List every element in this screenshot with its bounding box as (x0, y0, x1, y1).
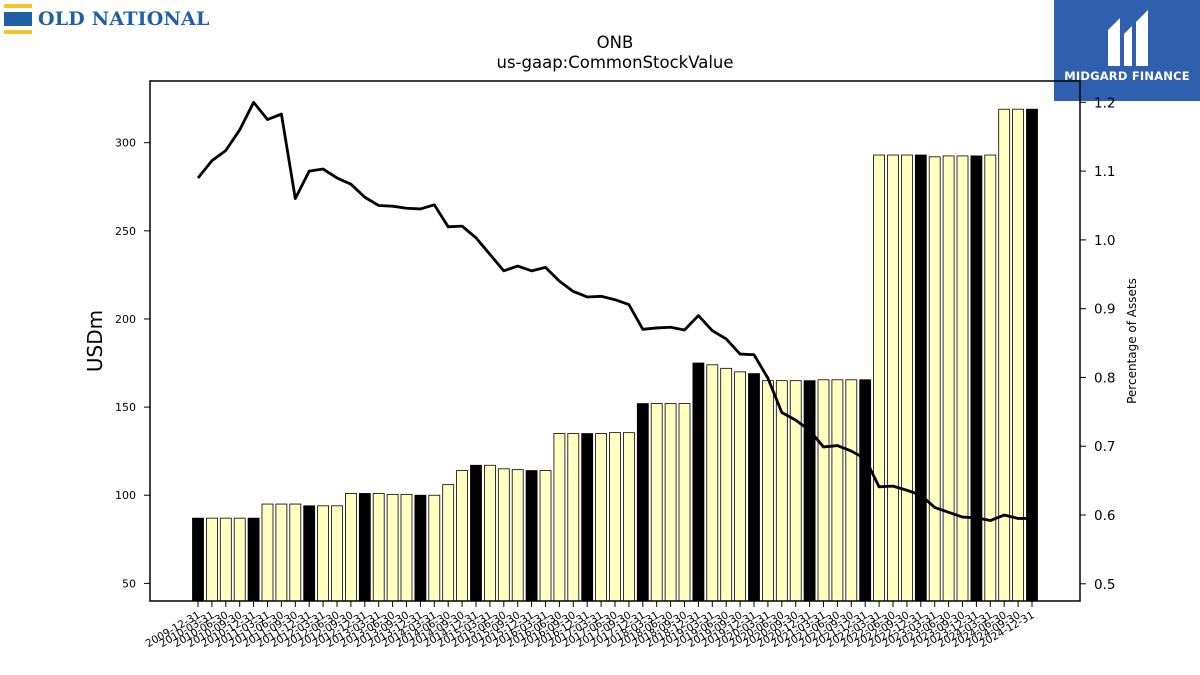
bar (317, 505, 330, 602)
bar (219, 517, 232, 602)
right-tick-label: 0.9 (1094, 302, 1115, 318)
bar (887, 154, 899, 602)
old-national-logo-text: OLD NATIONAL (38, 8, 210, 30)
bar (706, 364, 719, 602)
bar (803, 380, 816, 602)
left-tick-label: 200 (115, 313, 136, 326)
bar (859, 379, 872, 602)
bar (678, 403, 691, 602)
left-tick-label: 100 (115, 489, 136, 502)
bar (692, 362, 705, 602)
bar (205, 517, 218, 602)
bar (331, 505, 343, 602)
right-tick-label: 1.1 (1094, 164, 1115, 180)
bar (358, 493, 371, 602)
bar (289, 503, 302, 602)
bar (595, 433, 607, 602)
bar (873, 154, 885, 602)
bar (414, 494, 427, 602)
right-tick-label: 0.5 (1094, 577, 1115, 593)
bar (525, 470, 538, 602)
right-axis-label: Percentage of Assets (1125, 278, 1139, 404)
bar (428, 494, 441, 602)
right-tick-label: 1.0 (1094, 233, 1115, 249)
percentage-of-assets-line (196, 100, 1032, 522)
bar (762, 380, 774, 602)
bar (497, 468, 510, 602)
bar (817, 379, 830, 602)
bar (511, 469, 524, 602)
bar (567, 433, 580, 602)
bar (901, 154, 913, 602)
left-tick-label: 250 (115, 225, 136, 238)
bar (623, 432, 635, 602)
bar (928, 156, 941, 602)
bar (636, 403, 649, 602)
bar (845, 379, 858, 602)
bar (581, 433, 594, 602)
bar (998, 108, 1011, 602)
bar (748, 373, 760, 602)
bar (720, 367, 733, 602)
bar (984, 154, 997, 602)
midgard-finance-logo: MIDGARD FINANCE (1054, 0, 1200, 101)
bar (456, 470, 469, 602)
bar (609, 432, 621, 602)
left-tick-label: 150 (115, 401, 136, 414)
bar (734, 371, 746, 602)
x-axis-ticks: 2009-12-312010-03-312010-06-302010-09-30… (144, 601, 1037, 650)
bar (1026, 108, 1038, 602)
bar (553, 433, 566, 602)
right-tick-label: 0.6 (1094, 508, 1115, 524)
bar (261, 503, 274, 602)
left-axis-ticks: 50 100 150 200 250 300 (115, 137, 150, 590)
old-national-logo: OLD NATIONAL (4, 4, 210, 34)
bar (970, 155, 983, 602)
bar (956, 155, 969, 602)
bar-series (192, 108, 1038, 602)
right-axis-ticks: 0.5 0.6 0.7 0.8 0.9 1.0 1.1 1.2 (1080, 95, 1115, 593)
bar (233, 517, 246, 602)
left-tick-label: 300 (115, 137, 136, 150)
midgard-finance-mark-icon (1108, 10, 1148, 66)
bar (386, 493, 399, 602)
old-national-mark-icon (4, 4, 32, 34)
bar (344, 493, 357, 602)
left-tick-label: 50 (122, 577, 136, 590)
bar (470, 464, 482, 602)
right-tick-label: 1.2 (1094, 95, 1115, 111)
bar (400, 493, 413, 602)
bar (275, 503, 288, 602)
chart-title: ONB (597, 33, 634, 52)
right-tick-label: 0.7 (1094, 439, 1115, 455)
right-tick-label: 0.8 (1094, 370, 1115, 386)
midgard-finance-logo-text: MIDGARD FINANCE (1064, 69, 1190, 83)
bar (650, 403, 663, 602)
bar (303, 505, 316, 602)
bar (914, 154, 927, 602)
left-axis-label: USDm (83, 310, 107, 372)
bar (247, 517, 260, 602)
bar (664, 403, 677, 602)
bar (372, 493, 385, 602)
bar (192, 517, 204, 602)
bar (1012, 108, 1024, 602)
bar (442, 484, 455, 602)
bar (539, 470, 552, 602)
bar (483, 464, 496, 602)
bar (831, 379, 844, 602)
chart-subtitle: us-gaap:CommonStockValue (496, 53, 733, 72)
bar (942, 155, 955, 602)
bar (789, 380, 802, 602)
